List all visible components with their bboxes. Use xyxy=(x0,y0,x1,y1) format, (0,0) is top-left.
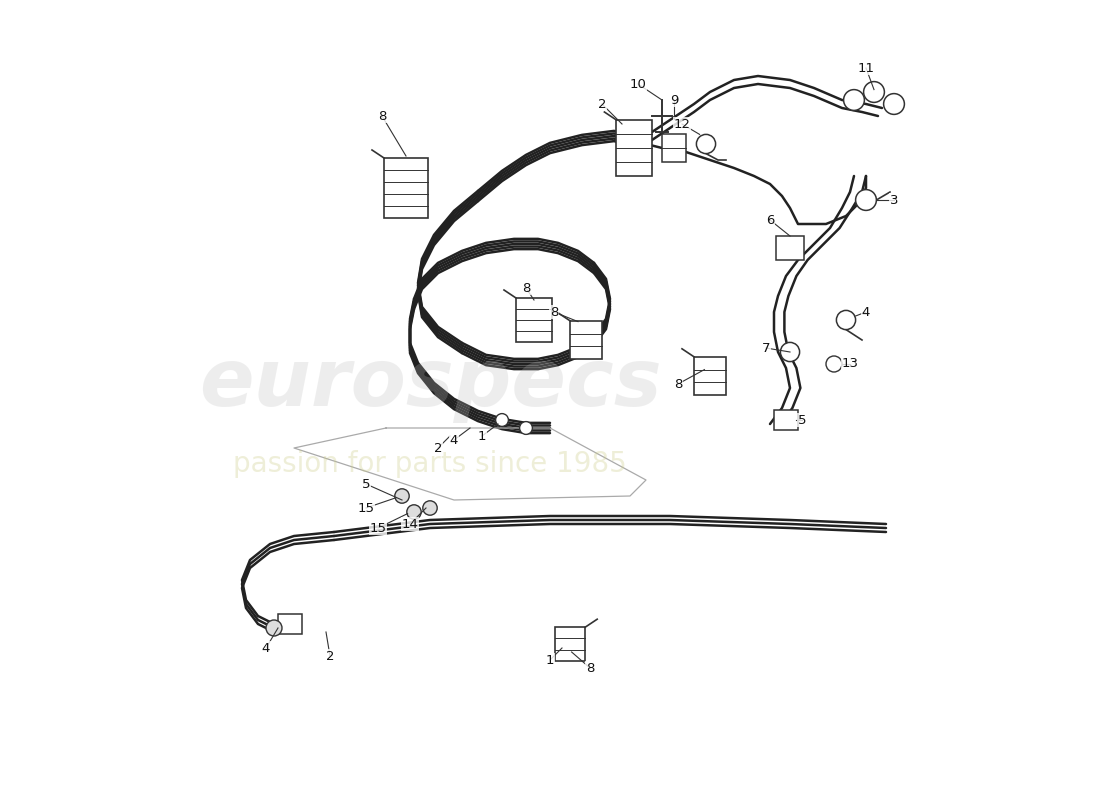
Text: 4: 4 xyxy=(861,306,870,318)
Text: 2: 2 xyxy=(326,650,334,662)
Text: 12: 12 xyxy=(673,118,691,130)
Text: 2: 2 xyxy=(433,442,442,454)
Text: eurospecs: eurospecs xyxy=(199,345,661,423)
Text: passion for parts since 1985: passion for parts since 1985 xyxy=(233,450,627,478)
Circle shape xyxy=(844,90,865,110)
Text: 6: 6 xyxy=(766,214,774,226)
Bar xyxy=(774,410,798,430)
Text: 8: 8 xyxy=(674,378,682,390)
Text: 8: 8 xyxy=(586,662,594,674)
Text: 14: 14 xyxy=(402,518,418,530)
Circle shape xyxy=(696,134,716,154)
Text: 15: 15 xyxy=(358,502,374,514)
Bar xyxy=(776,236,804,260)
Text: 11: 11 xyxy=(858,62,874,74)
Bar xyxy=(384,158,428,218)
Text: 8: 8 xyxy=(377,110,386,122)
Text: 1: 1 xyxy=(546,654,554,666)
Text: 10: 10 xyxy=(629,78,647,90)
Circle shape xyxy=(856,190,877,210)
Circle shape xyxy=(883,94,904,114)
Text: 13: 13 xyxy=(842,358,858,370)
Bar xyxy=(516,298,552,342)
Bar xyxy=(616,120,651,176)
Circle shape xyxy=(422,501,437,515)
Text: 9: 9 xyxy=(670,94,679,106)
Circle shape xyxy=(864,82,884,102)
Circle shape xyxy=(780,342,800,362)
Text: 4: 4 xyxy=(450,434,459,446)
Circle shape xyxy=(496,414,508,426)
Text: 15: 15 xyxy=(370,522,386,534)
Text: 1: 1 xyxy=(477,430,486,442)
Text: 3: 3 xyxy=(890,194,899,206)
Bar xyxy=(570,321,602,359)
Circle shape xyxy=(266,620,282,636)
Circle shape xyxy=(826,356,842,372)
Bar xyxy=(694,357,726,395)
Text: 8: 8 xyxy=(550,306,558,318)
Text: 5: 5 xyxy=(362,478,371,490)
Text: 8: 8 xyxy=(521,282,530,294)
Text: 4: 4 xyxy=(262,642,271,654)
Text: 7: 7 xyxy=(761,342,770,354)
Text: 5: 5 xyxy=(798,414,806,426)
Circle shape xyxy=(407,505,421,519)
Circle shape xyxy=(395,489,409,503)
Bar xyxy=(662,134,686,162)
Bar xyxy=(554,627,585,661)
Bar xyxy=(278,614,303,634)
Circle shape xyxy=(519,422,532,434)
Text: 2: 2 xyxy=(597,98,606,110)
Circle shape xyxy=(836,310,856,330)
